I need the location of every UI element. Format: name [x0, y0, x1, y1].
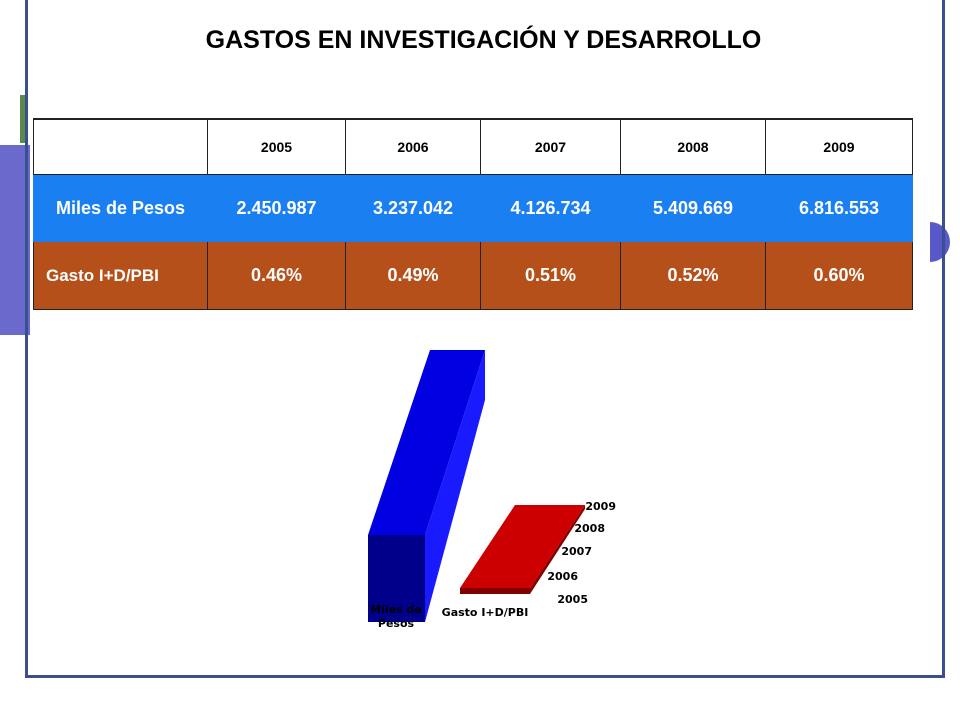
depth-label: 2006 [547, 570, 578, 583]
row: Gasto I+D/PBI 0.46% 0.49% 0.51% 0.52% 0.… [33, 241, 913, 310]
cell: 2.450.987 [207, 174, 346, 242]
title: GASTOS EN INVESTIGACIÓN Y DESARROLLO [205, 26, 762, 54]
series-label: Miles de Pesos [370, 603, 422, 630]
ribbon-side [425, 350, 485, 622]
row-label: Miles de Pesos [33, 174, 208, 242]
cell: 5.409.669 [620, 174, 766, 242]
ribbon-front [460, 588, 530, 594]
decor-circle [930, 222, 950, 262]
cell: 4.126.734 [480, 174, 621, 242]
ribbon-top [460, 505, 585, 588]
row: Miles de Pesos 2.450.987 3.237.042 4.126… [33, 174, 913, 242]
depth-label: 2008 [574, 522, 605, 535]
cell: 0.46% [207, 241, 346, 310]
ribbon-top [368, 350, 485, 535]
data-table: 2005 2006 2007 2008 2009 Miles de Pesos … [33, 118, 913, 310]
frame [25, 0, 945, 678]
cell: 3.237.042 [345, 174, 481, 242]
header-cell: 2005 [207, 118, 346, 175]
header-cell: 2009 [765, 118, 913, 175]
cell: 0.51% [480, 241, 621, 310]
cell: 0.49% [345, 241, 481, 310]
header-cell: 2006 [345, 118, 481, 175]
ribbon-front [368, 535, 425, 622]
depth-label: 2007 [561, 545, 592, 558]
cell: 0.60% [765, 241, 913, 310]
depth-label: 2009 [585, 500, 616, 513]
header-row: 2005 2006 2007 2008 2009 [33, 118, 913, 175]
ribbon-side [530, 505, 585, 594]
cell: 6.816.553 [765, 174, 913, 242]
row-label: Gasto I+D/PBI [33, 241, 208, 310]
series-label: Gasto I+D/PBI [442, 606, 529, 619]
depth-label: 2005 [557, 593, 588, 606]
cell: 0.52% [620, 241, 766, 310]
decor-line [20, 95, 25, 143]
